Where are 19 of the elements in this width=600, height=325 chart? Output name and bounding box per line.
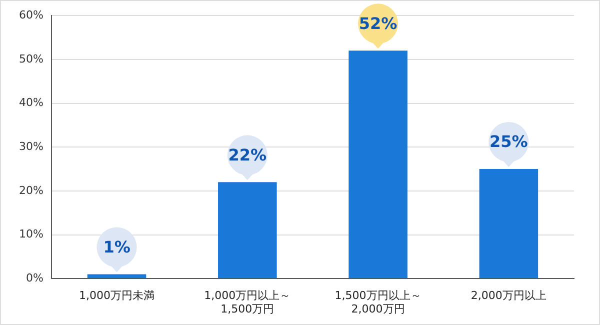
y-tick-label: 20% (18, 184, 44, 197)
x-tick-label: 1,500万円以上～ 2,000万円 (334, 289, 422, 316)
x-tick-label: 1,000万円以上～ 1,500万円 (204, 289, 291, 316)
y-tick-label: 30% (18, 140, 44, 153)
x-tick-label: 1,000万円未満 (79, 289, 155, 302)
y-tick-label: 10% (18, 228, 44, 241)
data-label: 25% (490, 132, 528, 152)
bar (348, 50, 408, 278)
bar (87, 274, 146, 278)
data-label: 52% (358, 14, 398, 33)
y-tick-label: 50% (18, 52, 44, 66)
y-tick-label: 0% (26, 271, 44, 284)
data-label: 22% (228, 145, 267, 164)
bar (479, 169, 538, 278)
data-label: 1% (103, 237, 130, 256)
y-tick-label: 60% (18, 8, 44, 22)
bar (218, 182, 277, 278)
x-tick-label: 2,000万円以上 (470, 289, 546, 302)
y-tick-label: 40% (18, 96, 44, 110)
